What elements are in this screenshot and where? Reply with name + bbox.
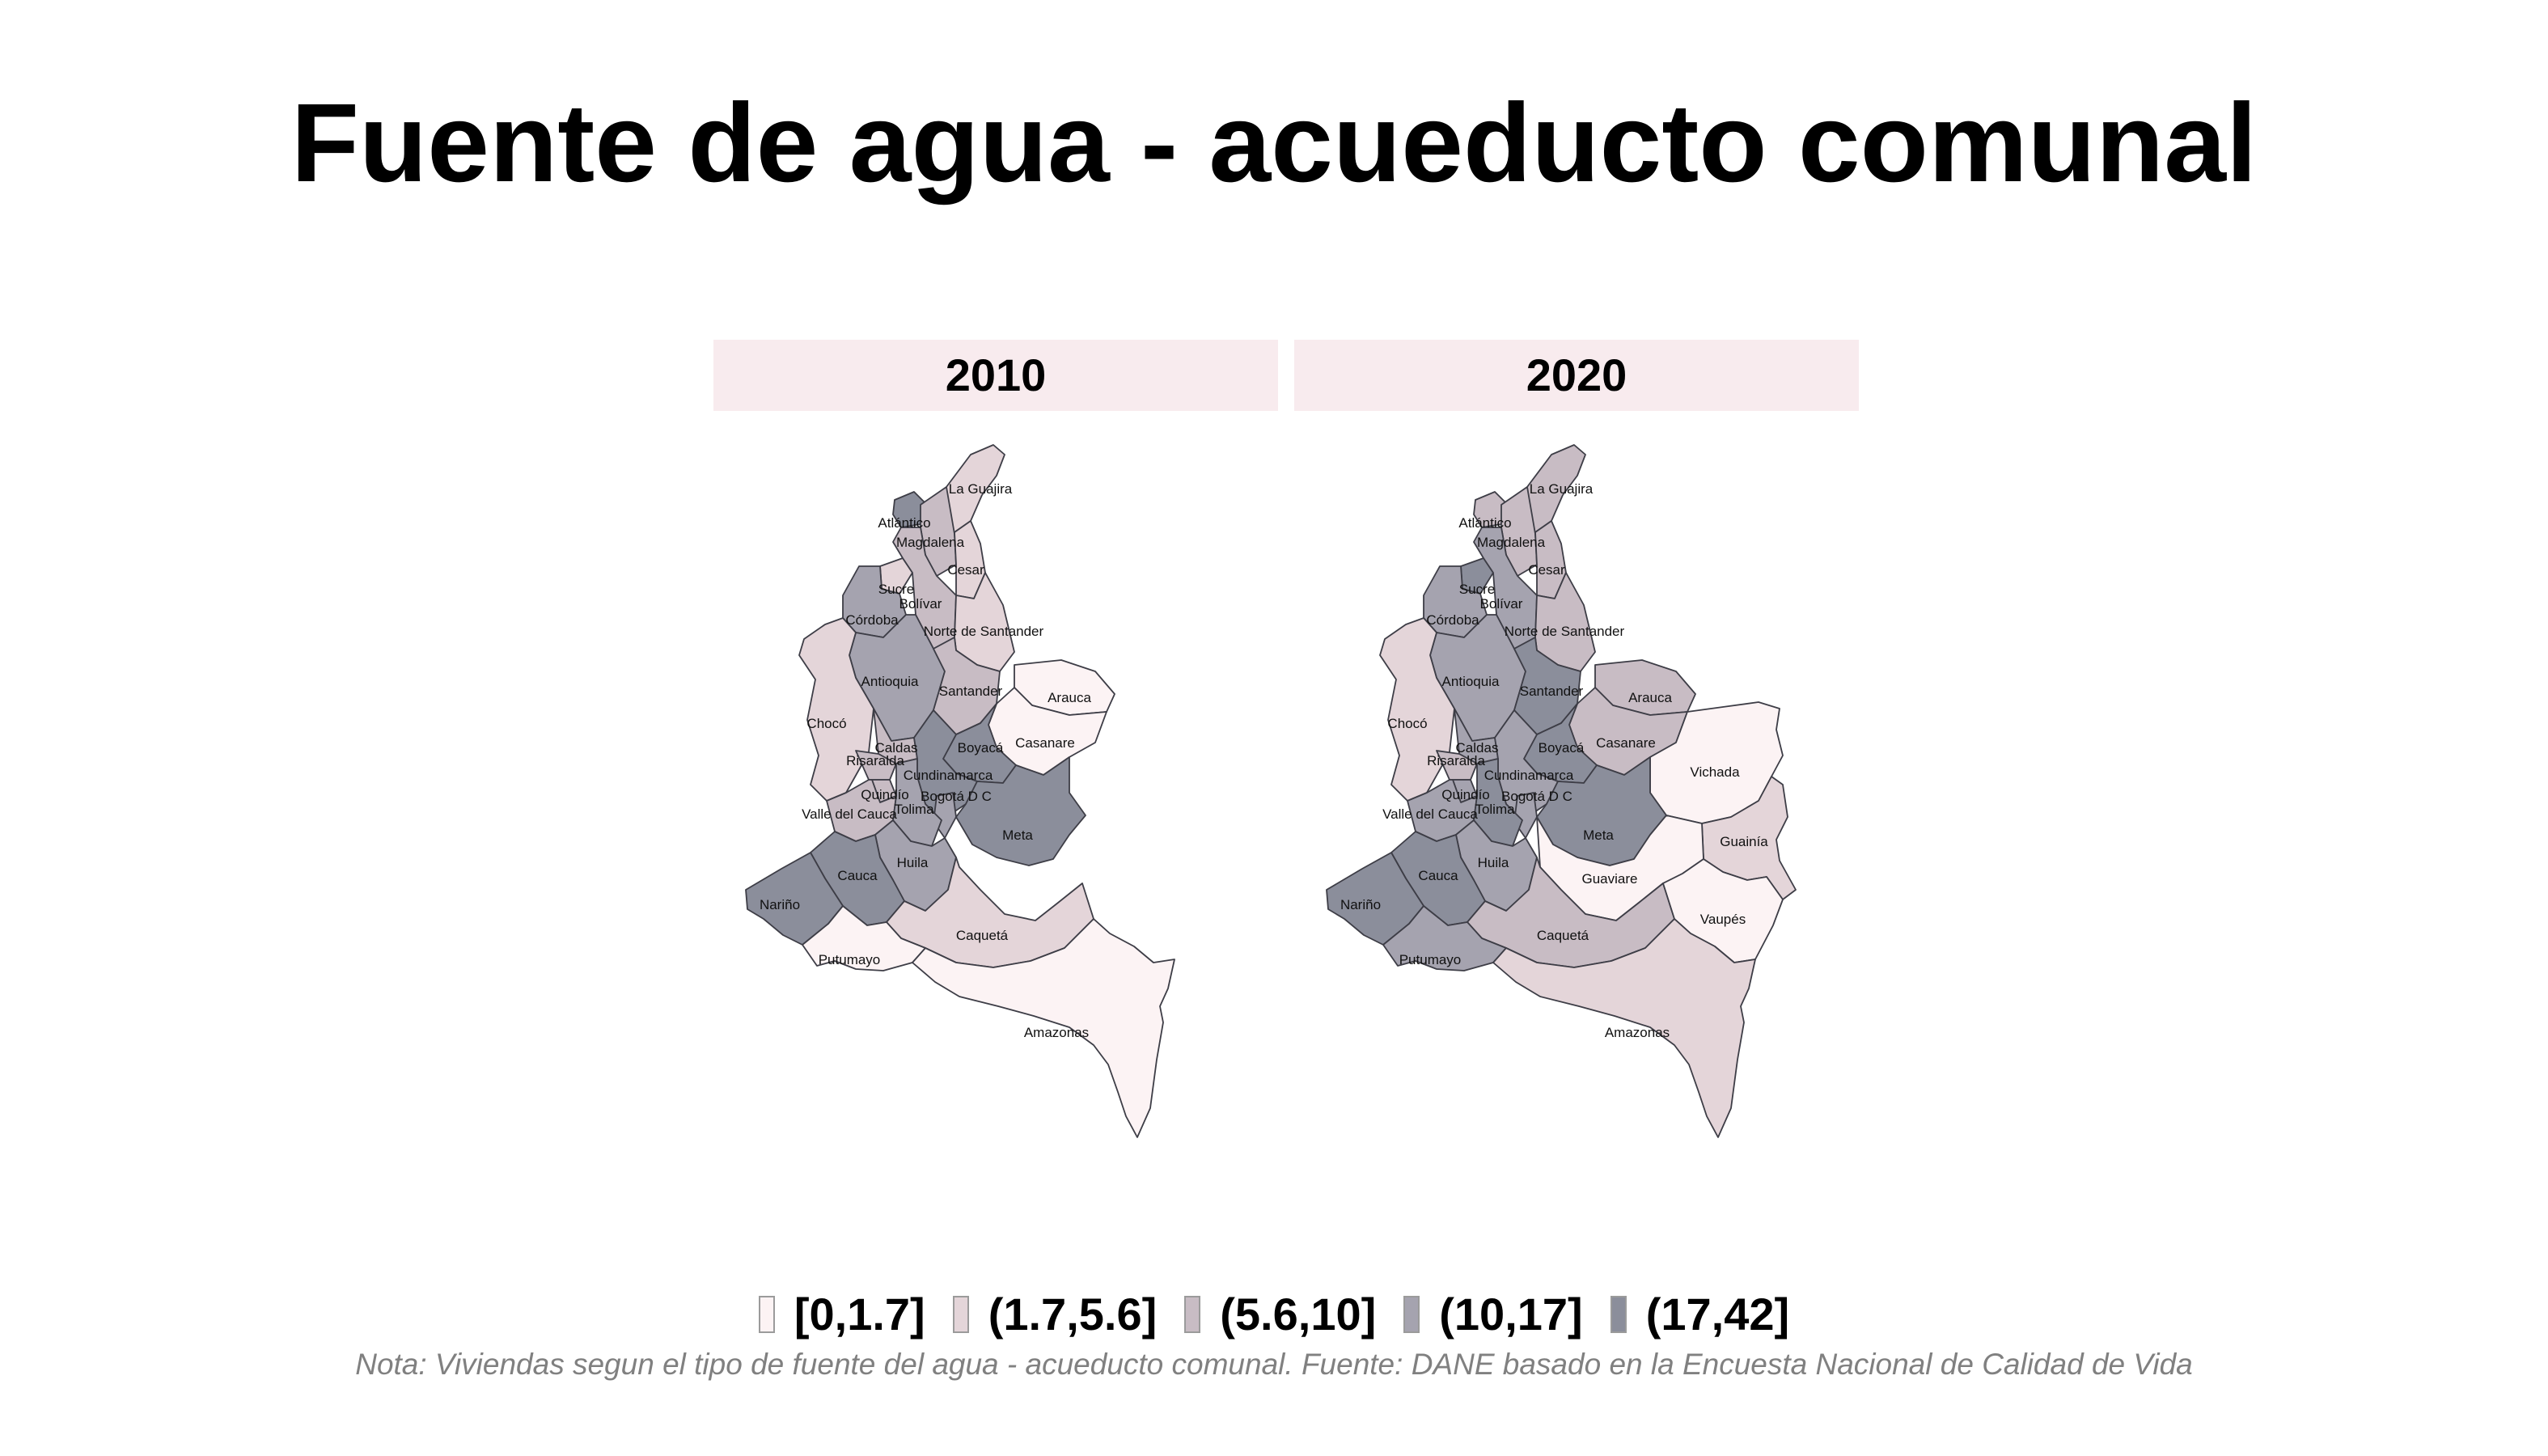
department-label-choco: Chocó [806,716,846,731]
department-label-meta: Meta [1002,827,1033,843]
department-label-amazonas: Amazonas [1024,1025,1089,1040]
department-label-magdalena: Magdalena [1477,535,1546,550]
department-choco [798,617,874,802]
department-label-huila: Huila [1478,855,1509,870]
department-label-vaupes: Vaupés [1700,912,1746,927]
legend: [0,1.7] (1.7,5.6] (5.6,10] (10,17] (17,4… [0,1288,2548,1340]
department-label-bolivar: Bolívar [899,596,942,612]
department-label-bogota-d-c: Bogotá D C [921,789,992,804]
department-label-arauca: Arauca [1048,690,1091,705]
source-note: Nota: Viviendas segun el tipo de fuente … [355,1348,2193,1381]
department-label-tolima: Tolima [1475,802,1515,817]
department-label-narino: Nariño [760,897,800,912]
department-label-meta: Meta [1583,827,1614,843]
choropleth-map-2010: La Guajira Atlántico Magdalena Cesar Sucre Bo… [713,437,1278,1165]
department-label-la-guajira: La Guajira [1530,481,1594,497]
department-label-caqueta: Caquetá [956,928,1009,943]
map-title: Fuente de agua - acueducto comunal [290,81,2258,205]
legend-label: (17,42] [1645,1289,1790,1340]
legend-label: (1.7,5.6] [988,1289,1158,1340]
department-label-norte-de-santander: Norte de Santander [924,624,1044,639]
department-label-bogota-d-c: Bogotá D C [1501,789,1572,804]
department-label-cundinamarca: Cundinamarca [904,768,993,783]
legend-item: (17,42] [1610,1288,1789,1340]
department-label-sucre: Sucre [878,582,914,597]
department-label-atlantico: Atlántico [1458,515,1511,531]
department-label-caldas: Caldas [875,740,918,756]
department-label-vichada: Vichada [1690,764,1740,780]
department-label-cesar: Cesar [947,562,984,578]
department-label-tolima: Tolima [894,802,934,817]
legend-swatch [758,1295,775,1333]
department-label-risaralda: Risaralda [846,753,904,768]
department-label-narino: Nariño [1340,897,1381,912]
legend-swatch [1403,1295,1420,1333]
panel-header-2010: 2010 [713,340,1278,411]
map-svg-2020: La GuajiraAtlánticoMagdalenaCesarSucreBo… [1326,444,1797,1138]
legend-swatch [1184,1295,1201,1333]
department-label-valle-del-cauca: Valle del Cauca [802,806,897,822]
legend-swatch [952,1295,969,1333]
department-label-caldas: Caldas [1456,740,1499,756]
department-label-magdalena: Magdalena [896,535,965,550]
legend-swatch [1610,1295,1627,1333]
department-label-sucre: Sucre [1459,582,1495,597]
department-label-la-guajira: La Guajira [949,481,1013,497]
department-label-santander: Santander [1520,684,1584,699]
department-label-caqueta: Caquetá [1537,928,1589,943]
department-label-norte-de-santander: Norte de Santander [1505,624,1625,639]
department-label-cesar: Cesar [1528,562,1565,578]
department-label-cordoba: Córdoba [1426,612,1479,628]
department-label-huila: Huila [897,855,929,870]
legend-label: (10,17] [1439,1289,1583,1340]
department-label-valle-del-cauca: Valle del Cauca [1382,806,1478,822]
department-amazonas [1492,918,1756,1138]
map-svg-2010: La GuajiraAtlánticoMagdalenaCesarSucreBo… [745,444,1175,1138]
department-label-quindio: Quindío [1441,787,1490,802]
department-label-boyaca: Boyacá [958,740,1004,756]
department-tolima [892,758,942,847]
department-label-casanare: Casanare [1015,735,1075,751]
department-label-bolivar: Bolívar [1480,596,1523,612]
department-choco [1379,617,1455,802]
legend-label: (5.6,10] [1220,1289,1377,1340]
department-label-putumayo: Putumayo [819,952,881,967]
department-label-antioquia: Antioquia [1442,674,1500,689]
department-label-cordoba: Córdoba [845,612,899,628]
legend-item: (1.7,5.6] [952,1288,1158,1340]
department-label-atlantico: Atlántico [878,515,930,531]
department-meta [955,756,1086,866]
department-risaralda [855,750,897,781]
department-label-cauca: Cauca [1418,868,1458,883]
department-label-guainia: Guainía [1720,834,1768,849]
legend-item: (5.6,10] [1184,1288,1376,1340]
legend-item: (10,17] [1403,1288,1583,1340]
legend-label: [0,1.7] [794,1289,925,1340]
department-tolima [1473,758,1523,847]
department-label-boyaca: Boyacá [1539,740,1585,756]
department-label-risaralda: Risaralda [1427,753,1485,768]
panel-header-2020: 2020 [1294,340,1859,411]
department-label-arauca: Arauca [1628,690,1672,705]
department-label-cundinamarca: Cundinamarca [1484,768,1574,783]
choropleth-map-2020: La Guajira Atlántico Magdalena Cesar Sucre Bo… [1294,437,1859,1165]
department-label-cauca: Cauca [837,868,878,883]
department-label-amazonas: Amazonas [1605,1025,1670,1040]
department-label-casanare: Casanare [1596,735,1656,751]
department-amazonas [912,918,1175,1138]
department-label-choco: Chocó [1387,716,1427,731]
department-label-guaviare: Guaviare [1582,871,1638,887]
department-label-quindio: Quindío [861,787,909,802]
legend-item: [0,1.7] [758,1288,925,1340]
department-risaralda [1436,750,1478,781]
department-label-santander: Santander [939,684,1003,699]
department-label-antioquia: Antioquia [861,674,919,689]
department-label-putumayo: Putumayo [1399,952,1462,967]
